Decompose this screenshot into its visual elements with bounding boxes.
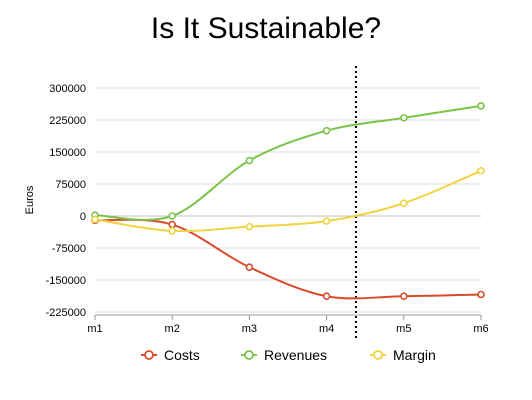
- legend-item-revenues: Revenues: [241, 347, 327, 363]
- y-axis-title: Euros: [24, 185, 36, 214]
- series-margin: [91, 166, 485, 235]
- legend-label: Costs: [164, 347, 200, 363]
- grid-lines: [95, 87, 481, 313]
- x-tick-label: m3: [242, 323, 257, 335]
- data-point-margin: [168, 227, 176, 235]
- legend-marker: [244, 350, 254, 360]
- y-tick-label: -150000: [46, 275, 86, 287]
- data-point-revenues: [245, 156, 254, 165]
- data-point-costs: [168, 220, 176, 229]
- x-tick-label: m1: [87, 323, 102, 335]
- data-point-margin: [322, 217, 331, 225]
- x-tick-label: m6: [473, 323, 488, 335]
- y-axis-ticks: 300000 225000 150000 75000 0 -75000 -150000 -22…: [46, 83, 86, 319]
- legend-item-margin: Margin: [370, 347, 436, 363]
- x-tick-label: m5: [396, 323, 411, 335]
- series-line-revenues: [94, 104, 482, 221]
- y-tick-label: 0: [80, 211, 86, 223]
- legend-marker: [144, 350, 154, 360]
- data-point-costs: [477, 290, 485, 299]
- x-tick-label: m4: [319, 323, 334, 335]
- legend-item-costs: Costs: [141, 347, 200, 363]
- series-line-margin: [94, 169, 482, 233]
- data-point-revenues: [168, 212, 176, 220]
- y-tick-label: -225000: [46, 307, 86, 319]
- series-revenues: [91, 102, 485, 221]
- legend-marker: [373, 350, 383, 360]
- x-axis-ticks: m1 m2 m3 m4 m5 m6: [87, 314, 489, 335]
- data-point-margin: [399, 199, 408, 207]
- x-tick-label: m2: [165, 323, 180, 335]
- data-point-costs: [322, 292, 331, 301]
- y-tick-label: 150000: [49, 147, 86, 159]
- y-tick-label: 225000: [49, 115, 86, 127]
- y-tick-label: 75000: [55, 179, 86, 191]
- chart-title: Is It Sustainable?: [151, 12, 381, 45]
- data-point-margin: [245, 222, 254, 231]
- data-point-revenues: [477, 102, 485, 110]
- series-line-costs: [94, 218, 482, 300]
- y-tick-label: 300000: [49, 83, 86, 95]
- data-point-revenues: [322, 126, 331, 135]
- data-point-costs: [399, 292, 408, 301]
- legend-label: Margin: [393, 347, 436, 363]
- data-point-margin: [91, 215, 99, 224]
- data-point-costs: [245, 263, 254, 272]
- data-point-margin: [477, 166, 485, 175]
- y-tick-label: -75000: [52, 243, 86, 255]
- data-point-revenues: [399, 114, 408, 122]
- series-lines: [91, 102, 485, 301]
- legend: Costs Revenues Margin: [141, 347, 436, 363]
- legend-label: Revenues: [264, 347, 327, 363]
